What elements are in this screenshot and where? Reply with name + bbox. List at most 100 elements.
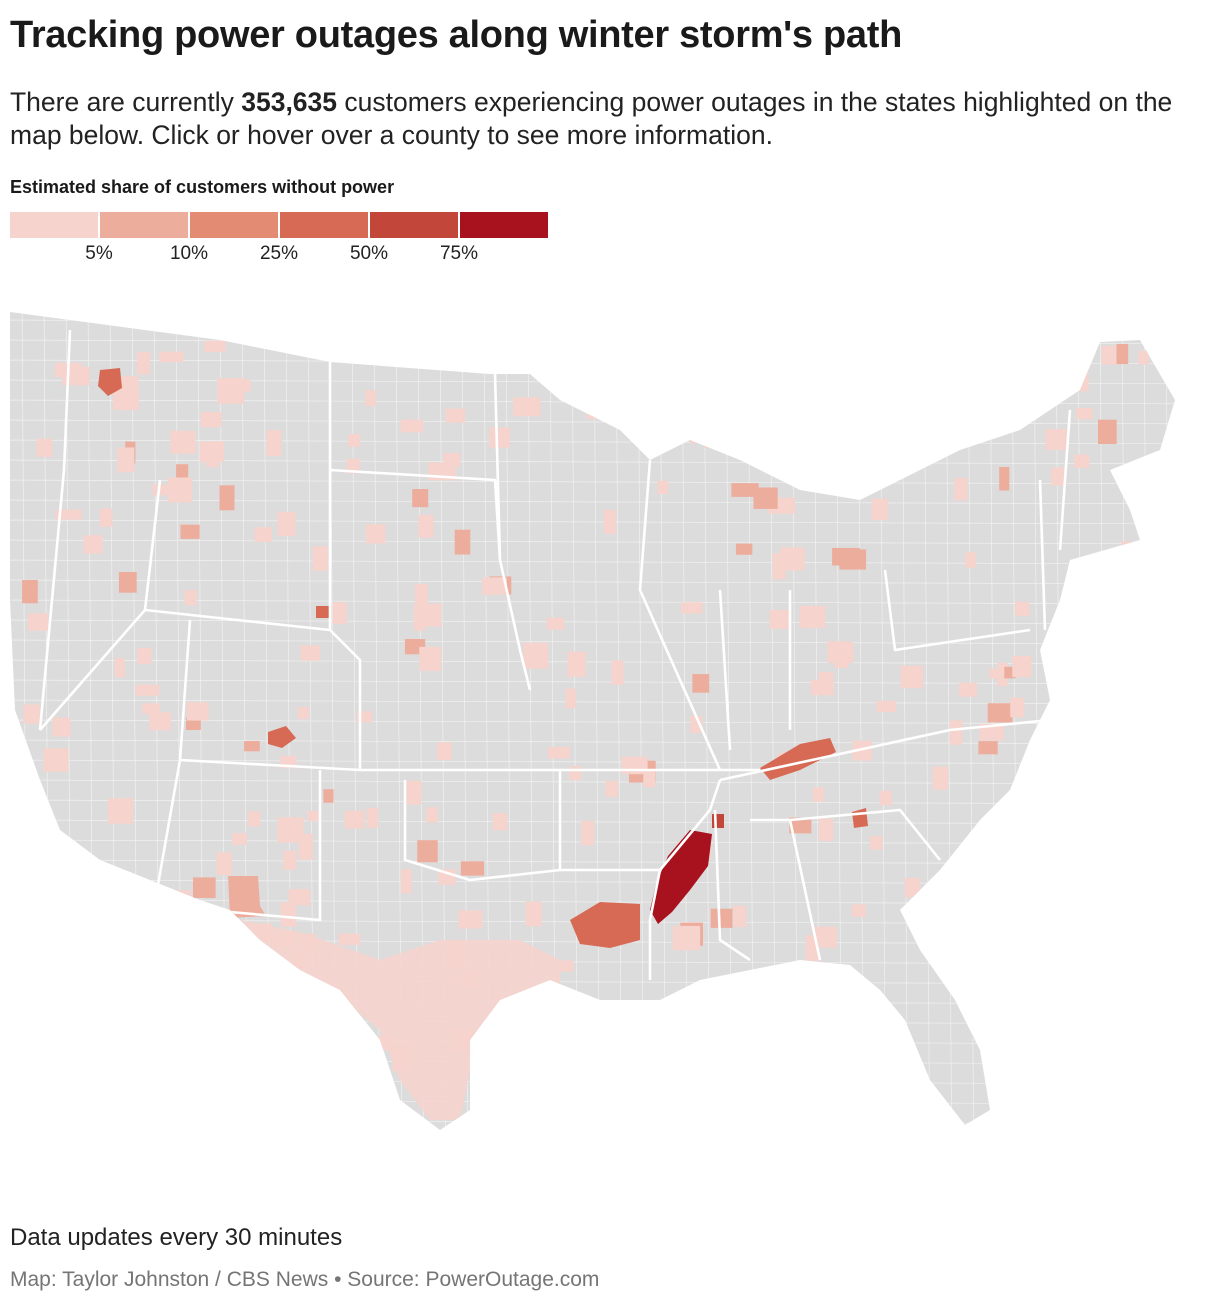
county-shade[interactable]	[323, 789, 334, 803]
county-shade[interactable]	[170, 430, 196, 454]
county-shade[interactable]	[1004, 666, 1016, 679]
county-shade[interactable]	[344, 810, 365, 829]
county-shade[interactable]	[813, 787, 825, 802]
county-shade[interactable]	[965, 552, 976, 568]
county-shade[interactable]	[1066, 920, 1084, 939]
county-shade[interactable]	[365, 390, 377, 407]
county-shade[interactable]	[753, 345, 764, 359]
county-shade[interactable]	[982, 953, 995, 964]
county-shade[interactable]	[574, 362, 595, 384]
county-shade[interactable]	[36, 438, 53, 457]
county-shade[interactable]	[605, 780, 618, 797]
county-shade[interactable]	[277, 511, 296, 536]
county-shade[interactable]	[537, 355, 563, 380]
county-shade[interactable]	[870, 836, 883, 850]
county-shade[interactable]	[72, 922, 91, 937]
county-shade[interactable]	[581, 820, 594, 846]
county-shade[interactable]	[162, 893, 188, 905]
county-shade[interactable]	[979, 723, 1004, 741]
county-shade[interactable]	[978, 741, 998, 755]
county-shade[interactable]	[972, 1015, 998, 1038]
outage-map[interactable]	[0, 300, 1220, 1200]
county-shade[interactable]	[248, 811, 261, 827]
county-shade[interactable]	[183, 1079, 195, 1103]
county-shade[interactable]	[288, 889, 311, 906]
county-shade[interactable]	[523, 642, 549, 669]
county-shade[interactable]	[445, 408, 466, 423]
county-shade[interactable]	[347, 1062, 371, 1074]
county-shade[interactable]	[569, 766, 582, 781]
county-shade[interactable]	[838, 422, 863, 445]
county-shade[interactable]	[778, 1046, 792, 1069]
county-shade[interactable]	[135, 684, 160, 696]
county-shade[interactable]	[338, 933, 361, 945]
county-shade[interactable]	[1129, 840, 1143, 862]
county-shade[interactable]	[1021, 772, 1033, 785]
county-shade[interactable]	[810, 680, 834, 696]
county-shade[interactable]	[300, 645, 320, 661]
county-shade[interactable]	[604, 509, 616, 534]
county-shade[interactable]	[87, 903, 107, 923]
county-shade[interactable]	[764, 422, 792, 447]
county-shade[interactable]	[839, 549, 867, 570]
county-shade[interactable]	[1101, 947, 1129, 961]
county-shade[interactable]	[443, 453, 461, 467]
county-shade[interactable]	[692, 361, 714, 374]
county-shade[interactable]	[1138, 350, 1149, 365]
county-shade[interactable]	[814, 1070, 835, 1087]
county-shade[interactable]	[216, 852, 232, 876]
county-shade[interactable]	[1089, 587, 1108, 605]
county-shade[interactable]	[799, 606, 826, 628]
highlight-idaho[interactable]	[98, 368, 122, 396]
county-shade[interactable]	[301, 933, 317, 954]
county-shade[interactable]	[1045, 429, 1069, 450]
county-shade[interactable]	[52, 717, 71, 737]
county-shade[interactable]	[1029, 761, 1049, 784]
county-shade[interactable]	[1083, 570, 1110, 592]
county-shade[interactable]	[332, 602, 347, 624]
county-shade[interactable]	[917, 920, 943, 942]
county-shade[interactable]	[908, 352, 933, 369]
county-shade[interactable]	[735, 543, 753, 555]
county-shade[interactable]	[876, 700, 896, 713]
county-shade[interactable]	[643, 771, 656, 788]
county-shade[interactable]	[180, 524, 200, 539]
county-shade[interactable]	[900, 665, 924, 689]
county-shade[interactable]	[426, 807, 438, 823]
county-shade[interactable]	[1104, 1044, 1131, 1067]
county-shade[interactable]	[460, 861, 485, 876]
county-shade[interactable]	[1126, 907, 1153, 929]
county-shade[interactable]	[250, 923, 272, 942]
county-shade[interactable]	[418, 515, 434, 538]
county-shade[interactable]	[454, 529, 471, 555]
county-shade[interactable]	[297, 707, 309, 719]
county-shade[interactable]	[293, 952, 306, 968]
county-shade[interactable]	[573, 379, 589, 398]
county-shade[interactable]	[118, 572, 137, 593]
county-shade[interactable]	[818, 818, 834, 841]
county-shade[interactable]	[307, 810, 321, 822]
county-shade[interactable]	[159, 351, 184, 362]
county-shade[interactable]	[949, 720, 963, 745]
county-shade[interactable]	[987, 703, 1013, 723]
county-shade[interactable]	[412, 489, 429, 508]
county-shade[interactable]	[625, 380, 644, 393]
county-shade[interactable]	[1130, 664, 1158, 684]
county-shade[interactable]	[283, 850, 297, 870]
county-shade[interactable]	[587, 399, 613, 420]
county-shade[interactable]	[137, 647, 152, 664]
county-shade[interactable]	[400, 419, 424, 433]
county-shade[interactable]	[879, 790, 892, 806]
county-shade[interactable]	[186, 702, 209, 721]
highlight-wyoming[interactable]	[316, 606, 330, 618]
county-shade[interactable]	[436, 742, 452, 761]
county-shade[interactable]	[1017, 850, 1034, 873]
county-shade[interactable]	[565, 688, 576, 709]
county-shade[interactable]	[887, 1075, 909, 1094]
county-shade[interactable]	[769, 610, 790, 629]
county-shade[interactable]	[356, 711, 373, 723]
county-shade[interactable]	[337, 340, 356, 362]
county-shade[interactable]	[413, 606, 426, 631]
county-shade[interactable]	[55, 509, 82, 520]
county-shade[interactable]	[121, 376, 139, 398]
